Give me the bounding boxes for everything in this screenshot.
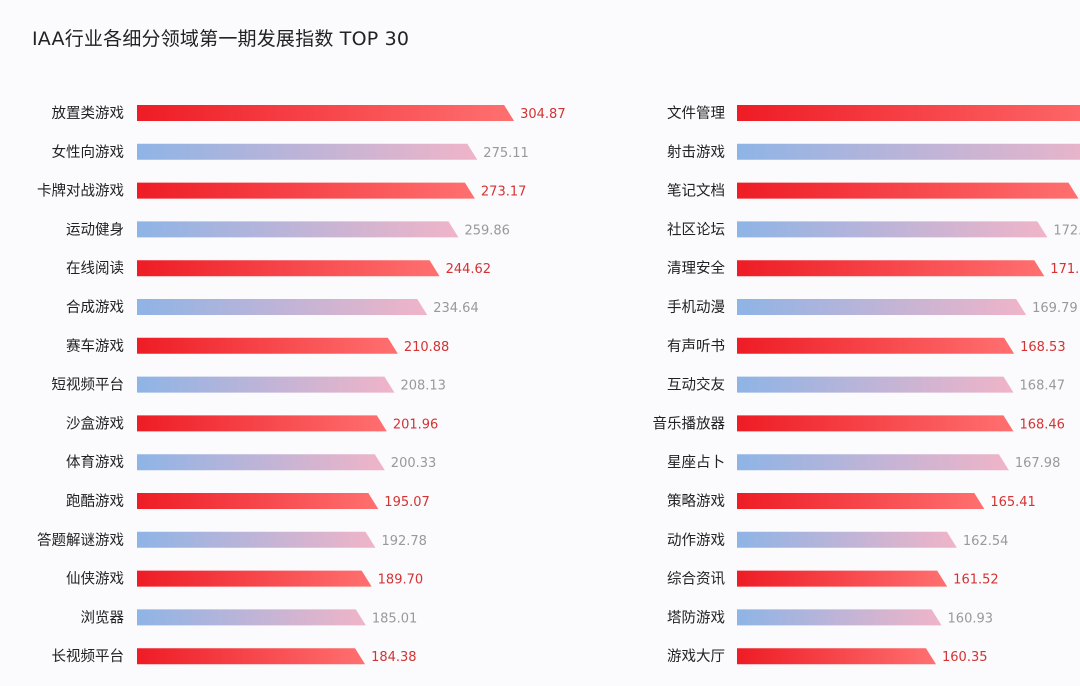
bar <box>737 376 1014 393</box>
value-label: 172.01 <box>1053 223 1080 238</box>
bar <box>737 570 948 587</box>
value-label: 167.98 <box>1015 456 1060 471</box>
value-label: 201.96 <box>393 417 439 432</box>
category-label: 浏览器 <box>81 609 125 626</box>
value-label: 168.47 <box>1020 379 1066 394</box>
category-label: 沙盒游戏 <box>66 415 124 432</box>
bar <box>737 143 1080 160</box>
category-label: 合成游戏 <box>66 299 124 316</box>
value-label: 275.11 <box>483 146 528 161</box>
bar <box>137 221 459 238</box>
value-label: 160.93 <box>948 611 994 626</box>
value-label: 189.70 <box>378 573 424 588</box>
category-label: 仙侠游戏 <box>66 571 124 588</box>
bar <box>737 299 1027 315</box>
value-label: 160.35 <box>942 650 988 665</box>
category-label: 综合资讯 <box>667 571 725 588</box>
category-label: 塔防游戏 <box>667 609 725 626</box>
category-label: 长视频平台 <box>52 648 125 665</box>
category-label: 女性向游戏 <box>52 143 125 161</box>
bar <box>137 182 475 199</box>
bar <box>737 648 936 665</box>
bar <box>137 609 366 626</box>
category-label: 动作游戏 <box>667 532 725 549</box>
category-label: 在线阅读 <box>66 260 124 277</box>
value-label: 304.87 <box>520 107 566 122</box>
bar <box>137 454 385 471</box>
category-label: 放置类游戏 <box>52 105 125 122</box>
category-label: 星座占卜 <box>667 454 725 471</box>
value-label: 192.78 <box>381 534 427 549</box>
value-label: 168.46 <box>1019 417 1064 432</box>
value-label: 210.88 <box>404 340 450 355</box>
bar <box>737 260 1045 277</box>
category-label: 笔记文档 <box>667 183 725 200</box>
value-label: 184.38 <box>371 650 417 665</box>
category-label: 社区论坛 <box>667 221 725 238</box>
category-label: 策略游戏 <box>667 493 725 510</box>
category-label: 卡牌对战游戏 <box>37 183 124 200</box>
bar <box>737 337 1015 354</box>
category-label: 清理安全 <box>667 259 725 277</box>
value-label: 273.17 <box>481 185 526 200</box>
value-label: 161.52 <box>953 573 999 588</box>
value-label: 195.07 <box>384 495 430 510</box>
bar <box>137 648 366 665</box>
bar <box>137 570 372 587</box>
bar <box>737 415 1014 432</box>
value-label: 208.13 <box>400 379 446 394</box>
bar <box>737 221 1048 238</box>
value-label: 165.41 <box>990 495 1036 510</box>
value-label: 162.54 <box>963 534 1009 549</box>
value-label: 169.79 <box>1032 301 1078 316</box>
category-label: 手机动漫 <box>667 299 725 316</box>
category-label: 音乐播放器 <box>653 415 726 432</box>
category-label: 运动健身 <box>66 221 124 238</box>
value-label: 171.69 <box>1050 262 1080 277</box>
bar <box>137 143 478 160</box>
value-label: 168.53 <box>1020 340 1066 355</box>
category-label: 赛车游戏 <box>66 338 124 355</box>
category-label: 答题解谜游戏 <box>37 532 124 549</box>
bar <box>737 531 957 548</box>
category-label: 游戏大厅 <box>667 648 725 665</box>
category-label: 文件管理 <box>667 105 725 122</box>
category-label: 射击游戏 <box>667 144 725 161</box>
value-label: 244.62 <box>446 262 492 277</box>
bar <box>137 415 387 432</box>
value-label: 234.64 <box>433 301 479 316</box>
chart-title: IAA行业各细分领域第一期发展指数 TOP 30 <box>32 28 410 50</box>
bar <box>137 531 376 548</box>
bar <box>737 182 1079 199</box>
category-label: 短视频平台 <box>52 377 125 394</box>
bar <box>137 260 440 277</box>
category-label: 跑酷游戏 <box>66 493 124 510</box>
bar <box>737 105 1080 121</box>
value-label: 259.86 <box>464 223 510 238</box>
category-label: 体育游戏 <box>66 454 124 471</box>
value-label: 185.01 <box>372 611 418 626</box>
bar <box>737 454 1009 471</box>
bar <box>137 299 428 315</box>
value-label: 200.33 <box>391 456 437 471</box>
category-label: 有声听书 <box>667 337 725 355</box>
bar <box>137 105 515 121</box>
category-label: 互动交友 <box>667 376 725 394</box>
bar <box>137 376 395 393</box>
bar <box>737 493 985 509</box>
bar <box>137 493 379 509</box>
bar <box>737 609 942 626</box>
bar <box>137 337 398 354</box>
